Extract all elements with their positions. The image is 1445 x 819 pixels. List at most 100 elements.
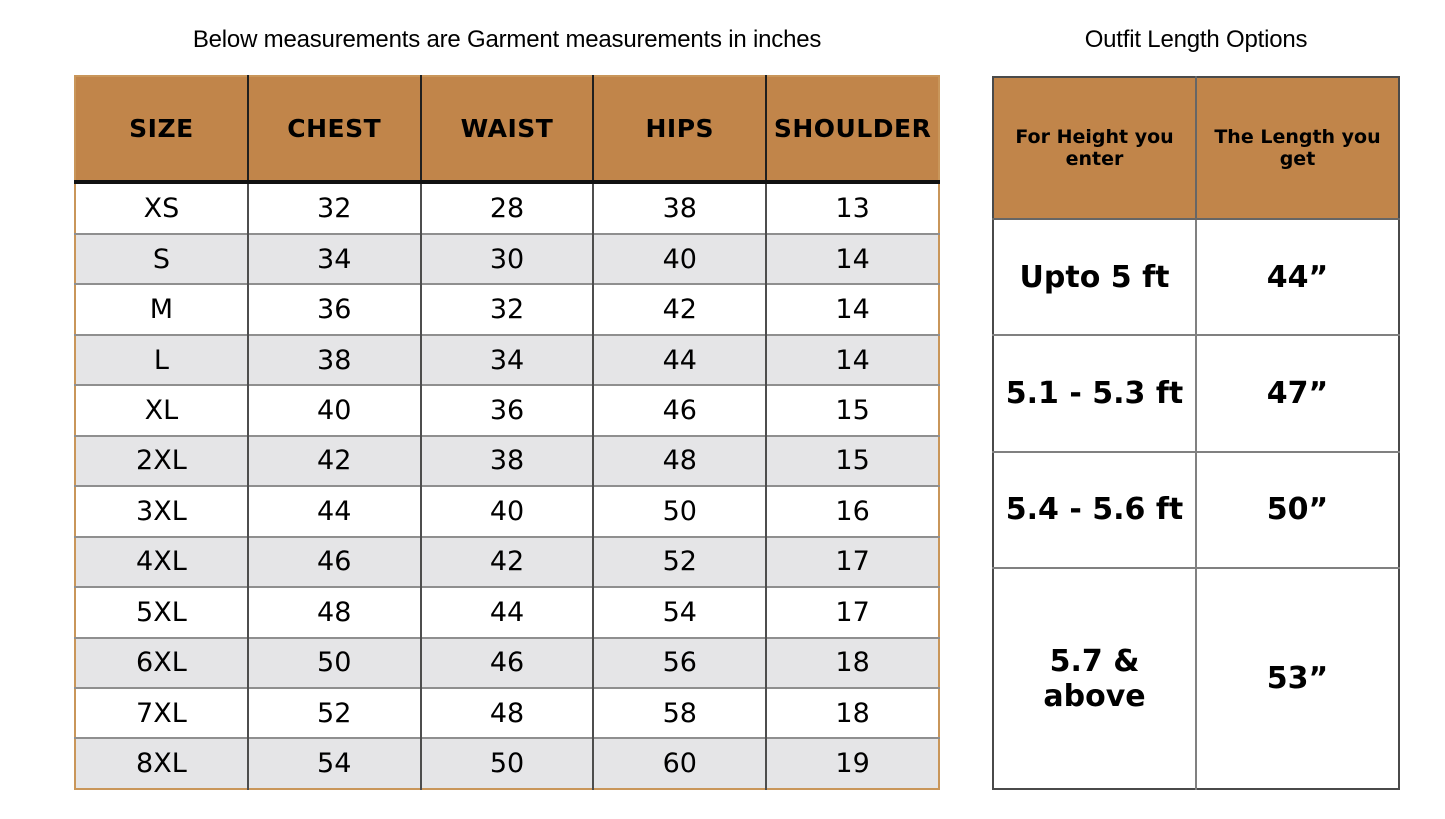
table-cell: 52 bbox=[593, 535, 768, 588]
table-cell: 46 bbox=[593, 384, 768, 436]
table-cell: 44 bbox=[593, 333, 768, 386]
table-cell: 32 bbox=[247, 182, 422, 234]
table-cell: L bbox=[75, 333, 249, 386]
table-cell: 16 bbox=[766, 485, 939, 537]
table-row: 8XL 54 50 60 19 bbox=[75, 737, 939, 789]
table-row: 5.4 - 5.6 ft 50” bbox=[993, 450, 1399, 570]
table-row: 5.1 - 5.3 ft 47” bbox=[993, 334, 1399, 453]
table-cell: 48 bbox=[593, 434, 768, 487]
table-cell: 38 bbox=[247, 333, 422, 386]
column-header: HIPS bbox=[593, 76, 768, 184]
table-cell: 46 bbox=[247, 535, 422, 588]
garment-measurements-body: XS 32 28 38 13 S 34 30 40 14 M 36 32 42 14 L 38 34 44 14 XL 4… bbox=[75, 182, 939, 789]
table-cell: 30 bbox=[420, 232, 595, 285]
garment-measurements-table: SIZE CHEST WAIST HIPS SHOULDER XS 32 28 38 13 S 34… bbox=[74, 75, 940, 790]
table-cell: 32 bbox=[420, 283, 595, 335]
table-cell: 54 bbox=[247, 737, 422, 789]
column-header: CHEST bbox=[247, 76, 422, 184]
table-cell: 14 bbox=[766, 333, 939, 386]
table-cell: 5.7 & above bbox=[993, 567, 1197, 789]
garment-measurements-title: Below measurements are Garment measureme… bbox=[192, 26, 822, 53]
table-cell: 38 bbox=[420, 434, 595, 487]
table-row: XL 40 36 46 15 bbox=[75, 384, 939, 436]
table-row: 6XL 50 46 56 18 bbox=[75, 636, 939, 688]
table-cell: 36 bbox=[247, 283, 422, 335]
header-row: For Height you enter The Length you get bbox=[993, 77, 1399, 220]
table-cell: 34 bbox=[247, 232, 422, 285]
table-cell: 15 bbox=[766, 434, 939, 487]
table-cell: 42 bbox=[593, 283, 768, 335]
table-cell: XS bbox=[75, 182, 249, 234]
table-cell: 58 bbox=[593, 686, 768, 739]
table-cell: 44” bbox=[1195, 217, 1399, 337]
table-cell: 14 bbox=[766, 232, 939, 285]
garment-measurements-header: SIZE CHEST WAIST HIPS SHOULDER bbox=[75, 76, 939, 184]
table-row: XS 32 28 38 13 bbox=[75, 182, 939, 234]
table-row: S 34 30 40 14 bbox=[75, 232, 939, 285]
table-cell: Upto 5 ft bbox=[993, 217, 1197, 337]
table-cell: 40 bbox=[593, 232, 768, 285]
table-cell: 50 bbox=[420, 737, 595, 789]
table-row: 7XL 52 48 58 18 bbox=[75, 686, 939, 739]
table-row: 4XL 46 42 52 17 bbox=[75, 535, 939, 588]
table-cell: 7XL bbox=[75, 686, 249, 739]
table-cell: 40 bbox=[247, 384, 422, 436]
column-header: SHOULDER bbox=[766, 76, 939, 184]
table-cell: 13 bbox=[835, 192, 870, 224]
column-header: WAIST bbox=[420, 76, 595, 184]
table-cell: 14 bbox=[766, 283, 939, 335]
table-cell: 53” bbox=[1195, 567, 1399, 789]
table-row: Upto 5 ft 44” bbox=[993, 217, 1399, 337]
table-cell: 6XL bbox=[75, 636, 249, 688]
table-cell: 17 bbox=[766, 535, 939, 588]
table-cell: 5XL bbox=[75, 586, 249, 638]
table-cell: 17 bbox=[766, 586, 939, 638]
outfit-length-title: Outfit Length Options bbox=[1084, 26, 1308, 53]
table-cell: 44 bbox=[420, 586, 595, 638]
table-cell: 52 bbox=[247, 686, 422, 739]
table-row: 5XL 48 44 54 17 bbox=[75, 586, 939, 638]
table-row: 2XL 42 38 48 15 bbox=[75, 434, 939, 487]
table-cell: 54 bbox=[593, 586, 768, 638]
table-cell: 44 bbox=[247, 485, 422, 537]
table-cell: 50 bbox=[247, 636, 422, 688]
table-cell: 19 bbox=[766, 737, 939, 789]
table-cell: 18 bbox=[766, 636, 939, 688]
table-cell: 28 bbox=[420, 182, 595, 234]
table-cell: 15 bbox=[766, 384, 939, 436]
table-row: M 36 32 42 14 bbox=[75, 283, 939, 335]
table-cell: M bbox=[75, 283, 249, 335]
table-cell: 48 bbox=[420, 686, 595, 739]
table-cell: 8XL bbox=[75, 737, 249, 789]
table-cell: 40 bbox=[420, 485, 595, 537]
column-header: The Length you get bbox=[1195, 77, 1399, 220]
column-header: SIZE bbox=[75, 76, 249, 184]
table-cell: 47” bbox=[1195, 334, 1399, 453]
table-cell: 36 bbox=[420, 384, 595, 436]
table-cell: 5.4 - 5.6 ft bbox=[993, 450, 1197, 570]
table-row: L 38 34 44 14 bbox=[75, 333, 939, 386]
table-cell: 48 bbox=[247, 586, 422, 638]
table-cell: 4XL bbox=[75, 535, 249, 588]
column-header: For Height you enter bbox=[993, 77, 1197, 220]
table-cell: 42 bbox=[420, 535, 595, 588]
table-cell: 60 bbox=[593, 737, 768, 789]
table-cell: XL bbox=[75, 384, 249, 436]
table-cell: 3XL bbox=[75, 485, 249, 537]
table-row: 5.7 & above 53” bbox=[993, 567, 1399, 789]
table-cell: 38 bbox=[593, 182, 768, 234]
table-cell: 50 bbox=[593, 485, 768, 537]
outfit-length-table: For Height you enter The Length you get U… bbox=[992, 76, 1400, 790]
table-cell: 56 bbox=[593, 636, 768, 688]
table-cell: 46 bbox=[420, 636, 595, 688]
table-cell: S bbox=[75, 232, 249, 285]
outfit-length-body: Upto 5 ft 44” 5.1 - 5.3 ft 47” 5.4 - 5.6 ft 5… bbox=[993, 217, 1399, 789]
table-cell: 50” bbox=[1195, 450, 1399, 570]
table-row: 3XL 44 40 50 16 bbox=[75, 485, 939, 537]
outfit-length-header: For Height you enter The Length you get bbox=[993, 77, 1399, 220]
table-cell: 2XL bbox=[75, 434, 249, 487]
table-cell: 34 bbox=[420, 333, 595, 386]
header-row: SIZE CHEST WAIST HIPS SHOULDER bbox=[75, 76, 939, 184]
table-cell: 5.1 - 5.3 ft bbox=[993, 334, 1197, 453]
table-cell: 42 bbox=[247, 434, 422, 487]
